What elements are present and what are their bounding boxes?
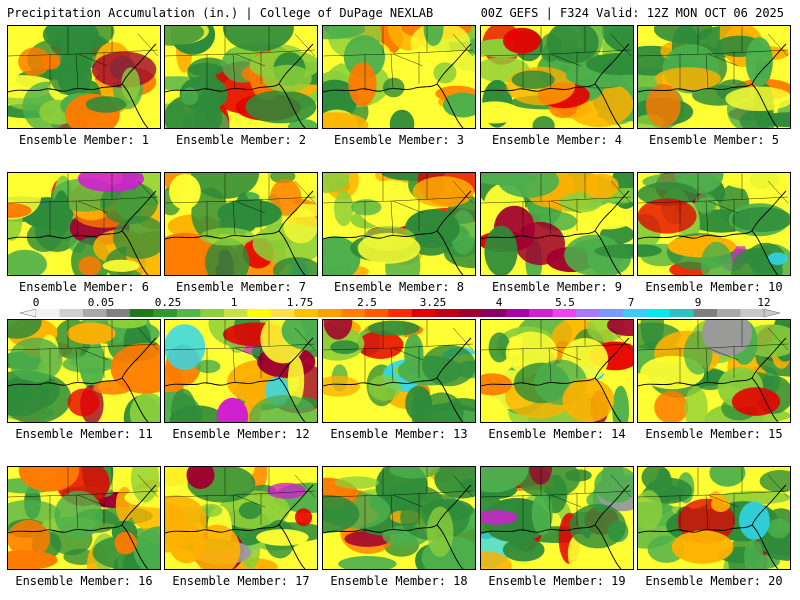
colorbar-swatch — [247, 309, 272, 317]
colorbar-tick-label: 0.25 — [155, 296, 182, 309]
ensemble-map-16 — [7, 466, 161, 570]
ensemble-member-label: Ensemble Member: 6 — [18, 280, 150, 294]
ensemble-member-label: Ensemble Member: 12 — [172, 427, 310, 441]
colorbar-swatch — [294, 309, 319, 317]
colorbar-swatch — [388, 309, 413, 317]
ensemble-map-15 — [637, 319, 791, 423]
ensemble-member-label: Ensemble Member: 19 — [488, 574, 626, 588]
colorbar-swatch — [411, 309, 436, 317]
colorbar-swatch — [200, 309, 225, 317]
colorbar-tick-label: 1.75 — [287, 296, 314, 309]
ensemble-member-label: Ensemble Member: 14 — [488, 427, 626, 441]
ensemble-member-label: Ensemble Member: 17 — [172, 574, 310, 588]
colorbar-tick-label: 1 — [231, 296, 238, 309]
ensemble-member-label: Ensemble Member: 18 — [330, 574, 468, 588]
ensemble-member-label: Ensemble Member: 7 — [175, 280, 307, 294]
colorbar-tick-label: 9 — [695, 296, 702, 309]
ensemble-map-4 — [480, 25, 634, 129]
colorbar-swatch — [576, 309, 600, 317]
colorbar-tick-label: 3.25 — [420, 296, 447, 309]
ensemble-map-1 — [7, 25, 161, 129]
ensemble-map-19 — [480, 466, 634, 570]
ensemble-member-label: Ensemble Member: 10 — [645, 280, 783, 294]
ensemble-map-3 — [322, 25, 476, 129]
colorbar-swatch — [270, 309, 295, 317]
colorbar-max-arrow — [763, 308, 781, 318]
ensemble-map-8 — [322, 172, 476, 276]
ensemble-member-label: Ensemble Member: 15 — [645, 427, 783, 441]
colorbar-swatch — [341, 309, 366, 317]
colorbar-swatch — [223, 309, 248, 317]
ensemble-map-11 — [7, 319, 161, 423]
ensemble-map-20 — [637, 466, 791, 570]
ensemble-member-label: Ensemble Member: 20 — [645, 574, 783, 588]
colorbar-swatch — [505, 309, 530, 317]
colorbar-swatch — [740, 309, 765, 317]
colorbar-tick-label: 5.5 — [555, 296, 575, 309]
colorbar-min-arrow — [19, 308, 37, 318]
ensemble-map-9 — [480, 172, 634, 276]
colorbar-tick-label: 12 — [757, 296, 770, 309]
ensemble-map-7 — [164, 172, 318, 276]
ensemble-member-label: Ensemble Member: 3 — [333, 133, 465, 147]
colorbar-swatch — [59, 309, 84, 317]
ensemble-map-2 — [164, 25, 318, 129]
colorbar-swatch — [482, 309, 506, 317]
ensemble-member-label: Ensemble Member: 9 — [491, 280, 623, 294]
colorbar-swatch — [552, 309, 577, 317]
colorbar-swatch — [129, 309, 154, 317]
ensemble-member-label: Ensemble Member: 16 — [15, 574, 153, 588]
ensemble-map-10 — [637, 172, 791, 276]
run-info: 00Z GEFS | F324 Valid: 12Z MON OCT 06 20… — [480, 6, 784, 20]
ensemble-member-label: Ensemble Member: 13 — [330, 427, 468, 441]
colorbar-tick-label: 7 — [628, 296, 635, 309]
colorbar-tick-label: 4 — [496, 296, 503, 309]
ensemble-map-14 — [480, 319, 634, 423]
colorbar-tick-label: 2.5 — [357, 296, 377, 309]
ensemble-member-label: Ensemble Member: 2 — [175, 133, 307, 147]
ensemble-map-5 — [637, 25, 791, 129]
ensemble-member-label: Ensemble Member: 8 — [333, 280, 465, 294]
colorbar-swatch — [670, 309, 694, 317]
colorbar-tick-label: 0.05 — [88, 296, 115, 309]
chart-title: Precipitation Accumulation (in.) | Colle… — [7, 6, 434, 20]
ensemble-member-label: Ensemble Member: 5 — [648, 133, 780, 147]
colorbar-swatch — [106, 309, 131, 317]
colorbar-swatch — [364, 309, 389, 317]
ensemble-member-label: Ensemble Member: 4 — [491, 133, 623, 147]
colorbar-swatch — [458, 309, 483, 317]
colorbar-swatch — [693, 309, 718, 317]
colorbar-swatch — [623, 309, 647, 317]
colorbar-swatch — [599, 309, 624, 317]
colorbar-swatch — [435, 309, 460, 317]
ensemble-map-6 — [7, 172, 161, 276]
ensemble-member-label: Ensemble Member: 1 — [18, 133, 150, 147]
ensemble-map-17 — [164, 466, 318, 570]
ensemble-map-12 — [164, 319, 318, 423]
ensemble-member-label: Ensemble Member: 11 — [15, 427, 153, 441]
colorbar-swatch — [317, 309, 342, 317]
ensemble-map-18 — [322, 466, 476, 570]
precipitation-colorbar: 0 0.05 0.25 1 1.75 2.5 3.25 4 5.5 7 9 12 — [19, 296, 781, 318]
colorbar-swatch — [153, 309, 178, 317]
colorbar-swatch — [82, 309, 107, 317]
colorbar-tick-label: 0 — [33, 296, 40, 309]
colorbar-swatch — [529, 309, 553, 317]
colorbar-swatch — [36, 309, 60, 317]
colorbar-swatch — [646, 309, 671, 317]
colorbar-swatch — [717, 309, 741, 317]
colorbar-swatch — [176, 309, 201, 317]
ensemble-map-13 — [322, 319, 476, 423]
